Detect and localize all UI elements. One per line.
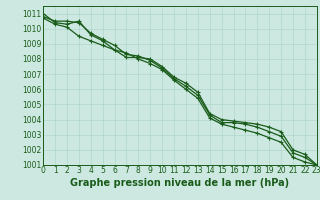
X-axis label: Graphe pression niveau de la mer (hPa): Graphe pression niveau de la mer (hPa) [70,178,290,188]
